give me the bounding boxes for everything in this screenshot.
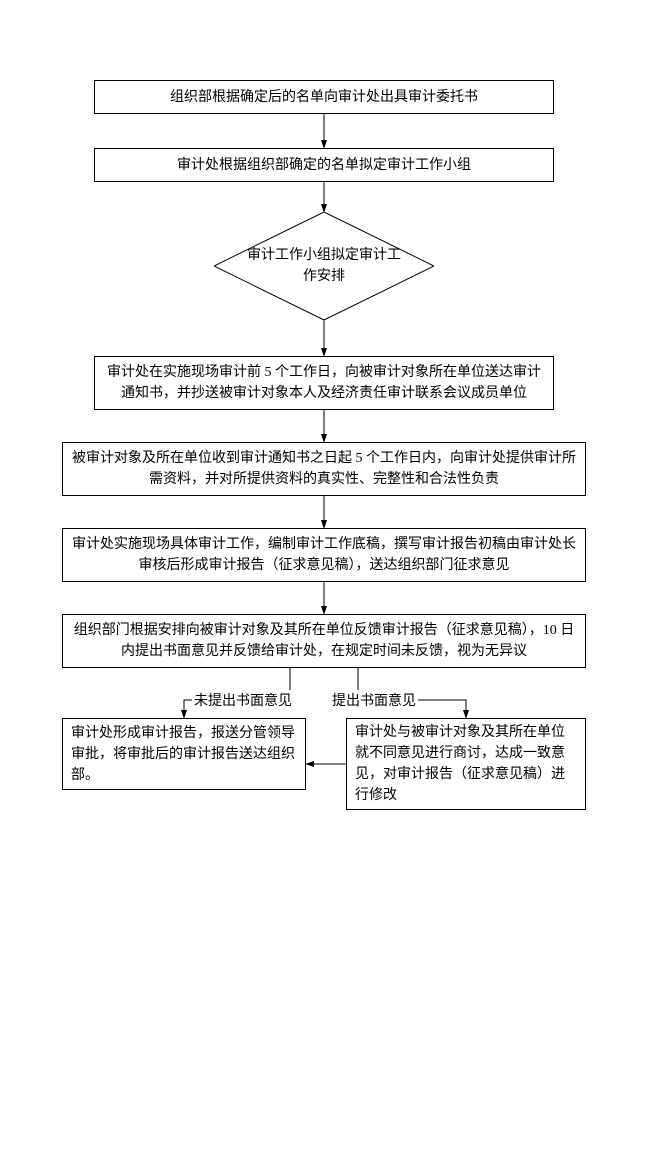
node-n2: 审计处根据组织部确定的名单拟定审计工作小组 <box>94 148 554 182</box>
node-n7-text: 组织部门根据安排向被审计对象及其所在单位反馈审计报告（征求意见稿），10 日内提… <box>71 620 577 662</box>
node-n1: 组织部根据确定后的名单向审计处出具审计委托书 <box>94 80 554 114</box>
node-n7: 组织部门根据安排向被审计对象及其所在单位反馈审计报告（征求意见稿），10 日内提… <box>62 614 586 668</box>
node-n8-text: 审计处形成审计报告，报送分管领导审批，将审批后的审计报告送达组织部。 <box>71 723 297 786</box>
node-n6-text: 审计处实施现场具体审计工作，编制审计工作底稿，撰写审计报告初稿由审计处长审核后形… <box>71 534 577 576</box>
edge-label-yes: 提出书面意见 <box>330 690 418 710</box>
node-n4-text: 审计处在实施现场审计前 5 个工作日，向被审计对象所在单位送达审计通知书，并抄送… <box>103 362 545 404</box>
node-n9-text: 审计处与被审计对象及其所在单位就不同意见进行商讨，达成一致意见，对审计报告（征求… <box>355 722 577 806</box>
node-n1-text: 组织部根据确定后的名单向审计处出具审计委托书 <box>170 87 478 108</box>
node-n5: 被审计对象及所在单位收到审计通知书之日起 5 个工作日内，向审计处提供审计所需资… <box>62 442 586 496</box>
node-n6: 审计处实施现场具体审计工作，编制审计工作底稿，撰写审计报告初稿由审计处长审核后形… <box>62 528 586 582</box>
node-n4: 审计处在实施现场审计前 5 个工作日，向被审计对象所在单位送达审计通知书，并抄送… <box>94 356 554 410</box>
node-n5-text: 被审计对象及所在单位收到审计通知书之日起 5 个工作日内，向审计处提供审计所需资… <box>71 448 577 490</box>
node-n9: 审计处与被审计对象及其所在单位就不同意见进行商讨，达成一致意见，对审计报告（征求… <box>346 718 586 810</box>
node-n3: 审计工作小组拟定审计工作安排 <box>214 212 434 320</box>
node-n8: 审计处形成审计报告，报送分管领导审批，将审批后的审计报告送达组织部。 <box>62 718 306 790</box>
flowchart-canvas: 组织部根据确定后的名单向审计处出具审计委托书 审计处根据组织部确定的名单拟定审计… <box>0 0 648 1152</box>
edge-label-no: 未提出书面意见 <box>192 690 294 710</box>
node-n3-text: 审计工作小组拟定审计工作安排 <box>247 245 401 287</box>
node-n2-text: 审计处根据组织部确定的名单拟定审计工作小组 <box>177 155 471 176</box>
